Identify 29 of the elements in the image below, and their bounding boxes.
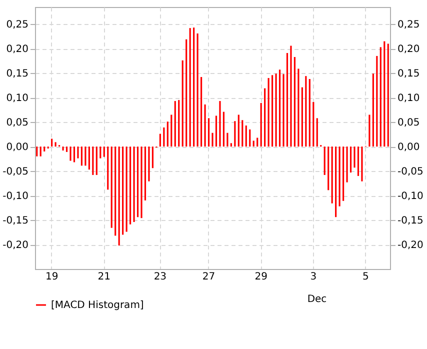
x-tick-label: 19 [45, 272, 58, 282]
y-tick-label: 0,10 [6, 93, 28, 104]
text: Dec [307, 294, 327, 305]
x-tick-label: 21 [98, 272, 110, 282]
y-tick-label: 0,05 [6, 118, 28, 129]
x-tick-label: 23 [154, 272, 167, 282]
y-tick-label: -0,10 [2, 191, 28, 202]
x-tick-label: 5 [362, 272, 369, 282]
y2-tick-label: 0,20 [398, 44, 420, 56]
x-tick-label: 3 [310, 272, 317, 282]
legend-label: [MACD Histogram] [51, 300, 144, 311]
y2-tick-label: 0,00 [398, 142, 420, 154]
y-tick-label: -0,05 [2, 166, 28, 178]
x-tick-label: 27 [202, 272, 216, 282]
y2-tick-label: -0,15 [398, 216, 424, 227]
y2-tick-label: -0,05 [398, 166, 424, 178]
y2-tick-label: 0,05 [398, 118, 420, 129]
y2-tick-label: 0,10 [398, 93, 420, 104]
y2-tick-label: 0,15 [398, 68, 420, 80]
y-tick-label: 0,00 [6, 142, 28, 154]
y-tick-label: 0,15 [6, 68, 28, 80]
y-tick-label: -0,20 [2, 240, 28, 252]
y-tick-label: -0,15 [2, 216, 28, 227]
y2-tick-label: -0,10 [398, 191, 424, 202]
y2-tick-label: 0,25 [398, 20, 420, 31]
y-tick-label: 0,25 [6, 20, 28, 31]
y2-tick-label: -0,20 [398, 240, 424, 252]
y-tick-label: 0,20 [6, 44, 28, 56]
x-tick-label: 29 [254, 272, 268, 282]
